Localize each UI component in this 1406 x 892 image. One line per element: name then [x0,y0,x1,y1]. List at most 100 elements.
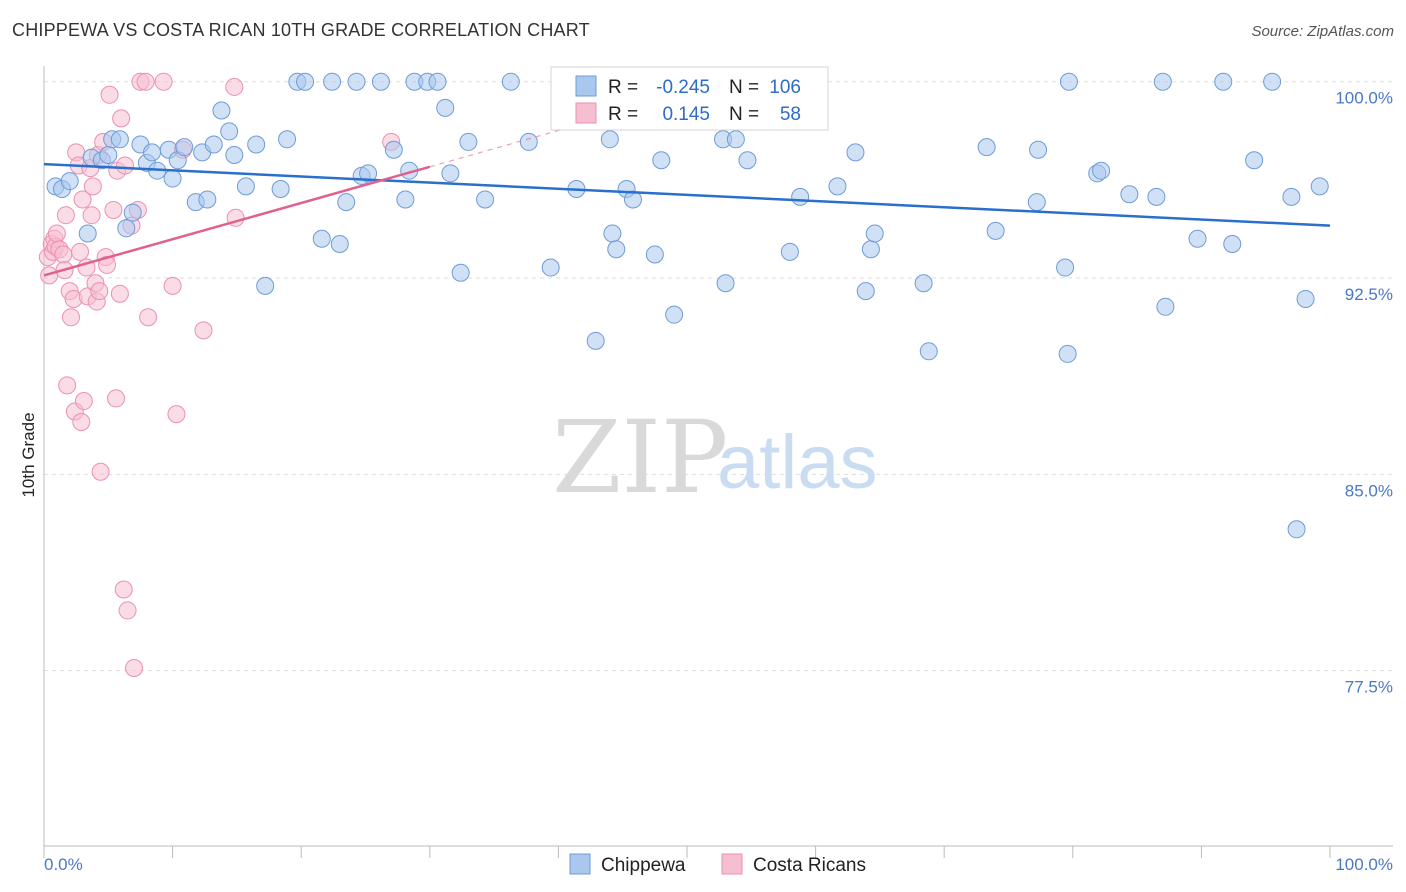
chippewa-point [665,305,684,324]
legend-r-label-1: R = [608,77,638,98]
chippewa-point [204,135,223,154]
chippewa-point [1153,72,1172,91]
costa-ricans-point [118,601,137,620]
costa-ricans-point [225,77,244,96]
chippewa-point [645,245,664,264]
chippewa-point [384,140,403,159]
chippewa-point [396,190,415,209]
costa-swatch [575,102,597,124]
costa-ricans-point [83,177,102,196]
costa-ricans-point [112,109,131,128]
chippewa-point [436,98,455,117]
chippewa-point [1029,140,1048,159]
chippewa-point [623,190,642,209]
chippewa-point [1027,193,1046,212]
costa-ricans-point [82,206,101,225]
chippewa-point [198,190,217,209]
chippewa-point [1188,229,1207,248]
chippewa-point [371,72,390,91]
costa-ricans-point [114,580,133,599]
chippewa-point [600,130,619,149]
chippewa-point [919,342,938,361]
legend-n-label-1: N = [729,77,759,98]
chippewa-point [986,221,1005,240]
chippewa-point [123,203,142,222]
chippewa-point [856,282,875,301]
costa-ricans-point [100,85,119,104]
chippewa-point [1214,72,1233,91]
chippewa-point [312,229,331,248]
chippewa-point [861,240,880,259]
legend-r-label-2: R = [608,104,638,125]
chippewa-point [175,138,194,157]
chippewa-point [541,258,560,277]
chippewa-point [501,72,520,91]
costa-ricans-point [125,659,144,678]
chippewa-point [347,72,366,91]
chippewa-point [607,240,626,259]
chippewa-point [247,135,266,154]
costa-ricans-point [136,72,155,91]
legend-r-value-1: -0.245 [656,77,710,98]
chippewa-point [220,122,239,141]
costa-ricans-point [163,276,182,295]
chippewa-point [1287,520,1306,539]
chippewa-point [865,224,884,243]
chippewa-point [791,187,810,206]
chippewa-point [1263,72,1282,91]
costa-ricans-point [54,245,73,264]
costa-ricans-point [47,224,66,243]
chippewa-point [914,274,933,293]
costa-ricans-point [104,200,123,219]
x-tick-max: 100.0% [1335,855,1393,874]
y-tick-label: 92.5% [1345,285,1393,304]
chippewa-point [330,234,349,253]
chippewa-point [780,242,799,261]
costa-ricans-point [91,462,110,481]
chippewa-point [716,274,735,293]
chippewa-point [271,180,290,199]
chippewa-point [296,72,315,91]
costa-ricans-point [116,156,135,175]
costa-ricans-point [56,206,75,225]
chippewa-point [451,263,470,282]
chippewa-point [846,143,865,162]
chart-title: CHIPPEWA VS COSTA RICAN 10TH GRADE CORRE… [12,20,590,40]
watermark-atlas: atlas [717,420,878,505]
y-axis-label: 10th Grade [19,412,38,497]
chippewa-point [1120,185,1139,204]
chippewa-point [212,101,231,120]
axes [43,66,1393,858]
costa-ricans-point [107,389,126,408]
y-tick-label: 77.5% [1345,678,1393,697]
chippewa-point [1310,177,1329,196]
legend-costa-label: Costa Ricans [753,855,866,876]
chippewa-point [337,193,356,212]
chippewa-point [1059,72,1078,91]
chippewa-point [1296,289,1315,308]
chippewa-point [117,219,136,238]
chippewa-point [1156,297,1175,316]
chippewa-point [1147,187,1166,206]
chippewa-trend-line [43,162,1331,227]
series-legend: Chippewa Costa Ricans [569,853,866,876]
chippewa-point [428,72,447,91]
chippewa-point [441,164,460,183]
chippewa-point [236,177,255,196]
legend-r-value-2: 0.145 [662,104,710,125]
chippewa-point [278,130,297,149]
costa-ricans-point [194,321,213,340]
legend-costa-swatch [721,853,743,875]
source-credit: Source: ZipAtlas.com [1251,23,1394,40]
costa-ricans-point [90,282,109,301]
chippewa-point [977,138,996,157]
y-tick-label: 85.0% [1345,481,1393,500]
costa-ricans-point [139,308,158,327]
legend-chippewa-swatch [569,853,591,875]
costa-ricans-point [154,72,173,91]
chippewa-point [323,72,342,91]
chippewa-point [78,224,97,243]
chippewa-point [476,190,495,209]
chippewa-point [1282,187,1301,206]
